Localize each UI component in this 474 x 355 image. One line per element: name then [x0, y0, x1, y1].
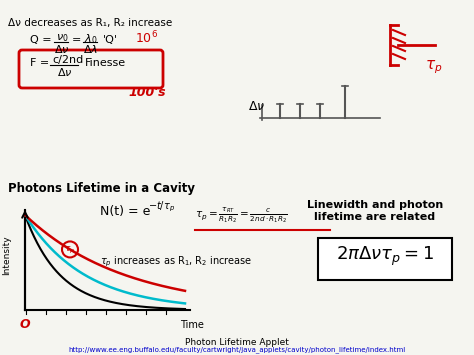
Text: N(t) = e: N(t) = e [100, 205, 150, 218]
Text: $\nu_0$: $\nu_0$ [56, 32, 69, 44]
Text: Δν decreases as R₁, R₂ increase: Δν decreases as R₁, R₂ increase [8, 18, 172, 28]
Text: Finesse: Finesse [85, 58, 126, 68]
Text: Intensity: Intensity [2, 235, 11, 275]
Text: $\Delta\nu$: $\Delta\nu$ [57, 66, 73, 78]
Text: Photons Lifetime in a Cavity: Photons Lifetime in a Cavity [8, 182, 195, 195]
Text: $\lambda_0$: $\lambda_0$ [84, 32, 98, 46]
Text: Photon Lifetime Applet: Photon Lifetime Applet [185, 338, 289, 347]
Text: $\Delta\nu$: $\Delta\nu$ [248, 100, 265, 113]
Text: $\Delta\nu$: $\Delta\nu$ [54, 43, 70, 55]
Text: $\tau_p$ increases as R$_1$, R$_2$ increase: $\tau_p$ increases as R$_1$, R$_2$ incre… [100, 255, 252, 269]
Text: 'Q': 'Q' [103, 35, 118, 45]
Text: $\tau_p = \frac{\tau_{RT}}{R_1 R_2} = \frac{c}{2nd \cdot R_1 R_2}$: $\tau_p = \frac{\tau_{RT}}{R_1 R_2} = \f… [195, 205, 288, 225]
Text: $10^6$: $10^6$ [135, 30, 158, 47]
Text: Linewidth and photon
lifetime are related: Linewidth and photon lifetime are relate… [307, 200, 443, 222]
Text: F =: F = [30, 58, 49, 68]
Text: http://www.ee.eng.buffalo.edu/faculty/cartwright/java_applets/cavity/photon_life: http://www.ee.eng.buffalo.edu/faculty/ca… [68, 346, 406, 353]
Text: Q =: Q = [30, 35, 52, 45]
Text: $\Delta\lambda$: $\Delta\lambda$ [83, 43, 98, 55]
Text: $2\pi\Delta\nu\tau_p = 1$: $2\pi\Delta\nu\tau_p = 1$ [336, 245, 434, 268]
Text: c/2nd: c/2nd [52, 55, 83, 65]
Text: =: = [72, 35, 82, 45]
Text: O: O [20, 318, 31, 331]
FancyBboxPatch shape [318, 238, 452, 280]
Text: 100's: 100's [128, 86, 165, 99]
Text: $-t/\tau_p$: $-t/\tau_p$ [148, 200, 175, 214]
Text: $\tau_p$: $\tau_p$ [425, 58, 442, 76]
Text: $\tau_p$: $\tau_p$ [64, 245, 75, 256]
Text: Time: Time [180, 320, 204, 330]
